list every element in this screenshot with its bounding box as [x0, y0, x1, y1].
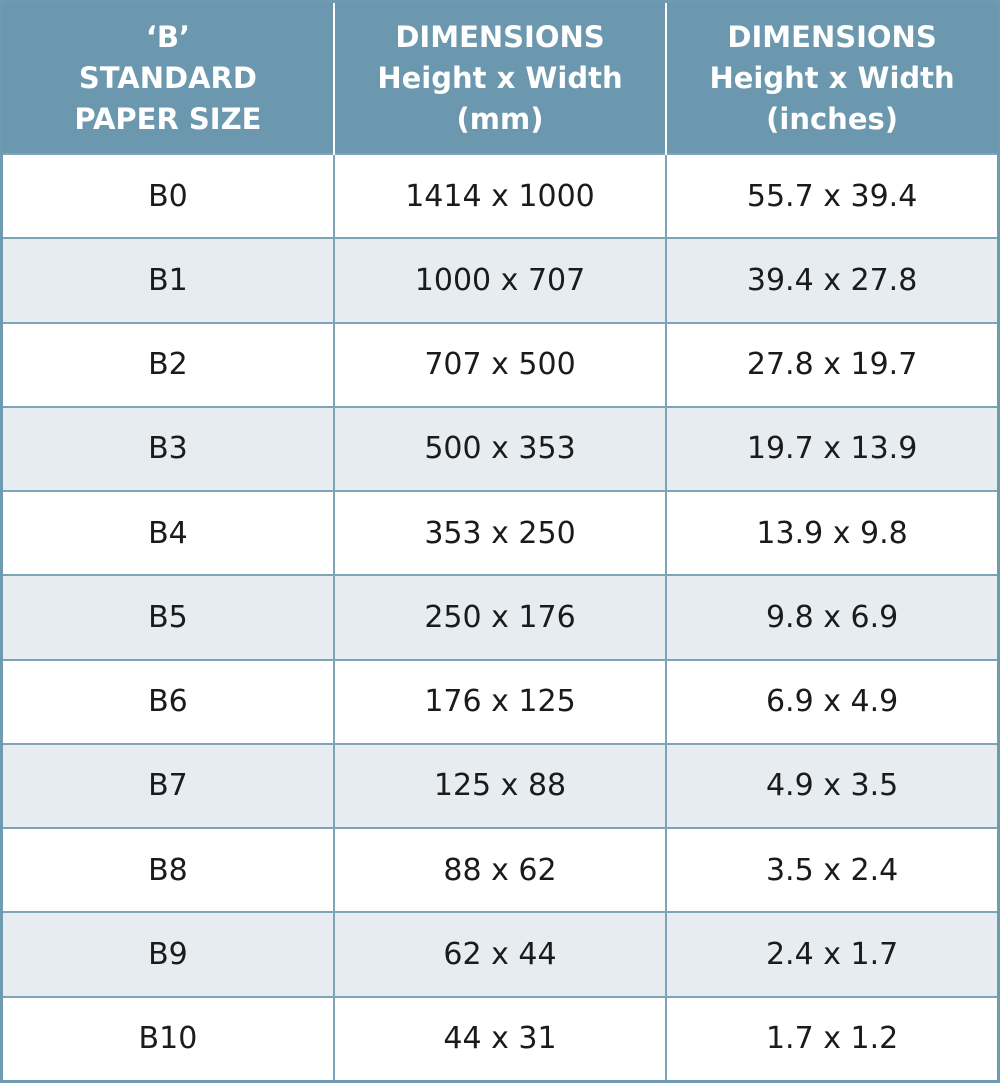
table-cell: B6	[0, 658, 335, 745]
table-cell: 27.8 x 19.7	[665, 321, 1000, 408]
table-cell: 707 x 500	[332, 321, 668, 408]
header-line: DIMENSIONS	[727, 19, 937, 54]
header-row: ‘B’ STANDARD PAPER SIZE DIMENSIONS Height x …	[1, 1, 999, 154]
table-cell: 39.4 x 27.8	[665, 237, 1000, 324]
table-cell: B4	[0, 490, 335, 577]
table-cell: 353 x 250	[332, 490, 668, 577]
table-cell: 62 x 44	[332, 911, 668, 998]
table-header: ‘B’ STANDARD PAPER SIZE DIMENSIONS Height x …	[1, 1, 999, 154]
table-cell: B3	[0, 405, 335, 493]
table-row: B7 125 x 88 4.9 x 3.5	[0, 742, 1000, 830]
table-row: B1 1000 x 707 39.4 x 27.8	[0, 237, 1000, 324]
table-cell: 1.7 x 1.2	[665, 995, 1000, 1083]
header-line: PAPER SIZE	[74, 101, 262, 136]
table-row: B10 44 x 31 1.7 x 1.2	[0, 995, 1000, 1083]
table-cell: 6.9 x 4.9	[665, 658, 1000, 745]
table-row: B8 88 x 62 3.5 x 2.4	[0, 827, 1000, 914]
table-cell: 2.4 x 1.7	[665, 911, 1000, 998]
table-cell: B8	[0, 827, 335, 914]
table-row: B5 250 x 176 9.8 x 6.9	[0, 574, 1000, 661]
header-line: Height x Width	[709, 60, 955, 95]
table-cell: 3.5 x 2.4	[665, 827, 1000, 914]
header-cell: DIMENSIONS Height x Width (mm)	[332, 1, 667, 154]
table-body: B0 1414 x 1000 55.7 x 39.4 B1 1000 x 707 39.4…	[0, 152, 1000, 1083]
table-cell: B7	[0, 742, 335, 830]
table-row: B0 1414 x 1000 55.7 x 39.4	[0, 152, 1000, 240]
table-cell: 500 x 353	[332, 405, 668, 493]
header-cell: ‘B’ STANDARD PAPER SIZE	[1, 1, 334, 154]
table-cell: 250 x 176	[332, 574, 668, 661]
table-cell: 9.8 x 6.9	[665, 574, 1000, 661]
table-cell: B2	[0, 321, 335, 408]
header-line: STANDARD	[78, 60, 257, 95]
table-cell: B10	[0, 995, 335, 1083]
table-row: B9 62 x 44 2.4 x 1.7	[0, 911, 1000, 998]
table-cell: B5	[0, 574, 335, 661]
header-line: DIMENSIONS	[395, 19, 605, 54]
table-row: B4 353 x 250 13.9 x 9.8	[0, 490, 1000, 577]
table-cell: 13.9 x 9.8	[665, 490, 1000, 577]
table-cell: 19.7 x 13.9	[665, 405, 1000, 493]
table-cell: B9	[0, 911, 335, 998]
header-cell: DIMENSIONS Height x Width (inches)	[665, 1, 999, 154]
table-cell: 4.9 x 3.5	[665, 742, 1000, 830]
table-cell: 1000 x 707	[332, 237, 668, 324]
table-cell: 176 x 125	[332, 658, 668, 745]
header-line: ‘B’	[145, 19, 190, 54]
table-cell: 44 x 31	[332, 995, 668, 1083]
header-line: (inches)	[766, 101, 898, 136]
table-cell: 88 x 62	[332, 827, 668, 914]
table-cell: B0	[0, 152, 335, 240]
header-line: Height x Width	[377, 60, 623, 95]
table-cell: B1	[0, 237, 335, 324]
table-cell: 1414 x 1000	[332, 152, 668, 240]
table-row: B3 500 x 353 19.7 x 13.9	[0, 405, 1000, 493]
table-cell: 55.7 x 39.4	[665, 152, 1000, 240]
header-line: (mm)	[456, 101, 544, 136]
table-row: B2 707 x 500 27.8 x 19.7	[0, 321, 1000, 408]
table-cell: 125 x 88	[332, 742, 668, 830]
table-row: B6 176 x 125 6.9 x 4.9	[0, 658, 1000, 745]
